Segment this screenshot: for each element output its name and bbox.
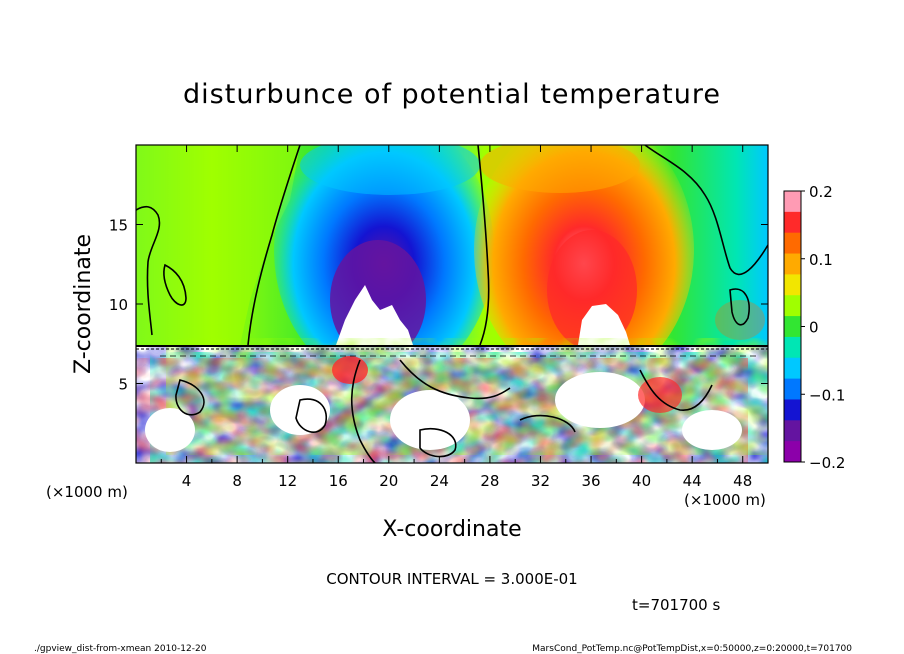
x-tick-label: 48 — [733, 472, 752, 490]
contour-left-edge — [136, 205, 161, 336]
contour-left-blob — [163, 263, 187, 306]
y-tick-label: 10 — [109, 296, 128, 314]
turbulent-layer — [136, 338, 768, 463]
y-axis-ticks: 5 10 15 — [109, 217, 768, 394]
x-tick-label: 12 — [278, 472, 297, 490]
colorbar-tick-label: 0.2 — [809, 183, 833, 201]
contour-zero-right — [644, 145, 768, 276]
colorbar-segments — [784, 191, 801, 463]
contour-zero-mid — [477, 145, 490, 346]
contour-lower-3 — [295, 398, 327, 433]
colorbar: 0.2 0.1 0 −0.1 −0.2 — [783, 183, 845, 472]
colorbar-segment — [784, 295, 801, 317]
colorbar-segment — [784, 420, 801, 442]
contour-zero-left — [247, 145, 301, 346]
footer-left: ./gpview_dist-from-xmean 2010-12-20 — [34, 644, 207, 654]
contour-lower-1 — [350, 359, 376, 463]
colorbar-segment — [784, 336, 801, 359]
x-tick-label: 36 — [581, 472, 600, 490]
colorbar-segment — [784, 232, 801, 255]
x-tick-label: 20 — [379, 472, 398, 490]
colorbar-segment — [784, 357, 801, 380]
y-tick-label: 5 — [118, 376, 128, 394]
time-label: t=701700 s — [632, 596, 720, 614]
contour-lower-2 — [399, 359, 511, 400]
x-axis-ticks: 4 8 12 16 20 24 28 32 36 40 44 48 — [160, 145, 752, 490]
colorbar-tick-label: 0.1 — [809, 251, 833, 269]
chart-title: disturbunce of potential temperature — [183, 79, 721, 110]
colorbar-tick-label: −0.2 — [809, 454, 845, 472]
x-unit-right: (×1000 m) — [684, 491, 766, 509]
plot-area — [136, 145, 768, 463]
upper-left-blue-patch — [136, 145, 300, 345]
contour-interval-note: CONTOUR INTERVAL = 3.000E-01 — [326, 570, 577, 588]
warm-core-white — [578, 304, 630, 345]
contour-lower-4 — [639, 369, 713, 411]
y-axis-label: Z-coordinate — [71, 234, 96, 374]
x-tick-label: 32 — [531, 472, 550, 490]
x-tick-label: 40 — [632, 472, 651, 490]
cold-top-cyan — [300, 145, 480, 195]
x-tick-label: 24 — [430, 472, 449, 490]
contour-right-blob — [729, 288, 750, 326]
contour-lower-6 — [419, 428, 457, 458]
x-axis-label: X-coordinate — [382, 517, 521, 542]
colorbar-segment — [784, 316, 801, 338]
y-tick-label: 15 — [109, 217, 128, 235]
colorbar-segment — [784, 399, 801, 421]
x-tick-label: 44 — [683, 472, 702, 490]
x-unit-left: (×1000 m) — [46, 483, 128, 501]
footer-right: MarsCond_PotTemp.nc@PotTempDist,x=0:5000… — [532, 644, 852, 654]
warm-top-orange — [480, 145, 640, 193]
x-tick-label: 4 — [182, 472, 192, 490]
colorbar-tick-label: 0 — [809, 319, 819, 337]
x-tick-label: 8 — [232, 472, 242, 490]
colorbar-ticks: 0.2 0.1 0 −0.1 −0.2 — [801, 183, 845, 472]
colorbar-segment — [784, 274, 801, 296]
right-red-spot — [715, 300, 765, 340]
contour-lower-5 — [175, 379, 205, 416]
x-tick-label: 28 — [480, 472, 499, 490]
colorbar-segment — [784, 441, 801, 463]
colorbar-segment — [784, 253, 801, 275]
colorbar-segment — [784, 211, 801, 234]
contour-lower-7 — [519, 414, 576, 433]
colorbar-segment — [784, 191, 801, 213]
colorbar-tick-label: −0.1 — [809, 386, 845, 404]
x-tick-label: 16 — [329, 472, 348, 490]
cold-core-white — [336, 285, 413, 345]
contour-lines — [136, 145, 768, 463]
colorbar-segment — [784, 378, 801, 400]
